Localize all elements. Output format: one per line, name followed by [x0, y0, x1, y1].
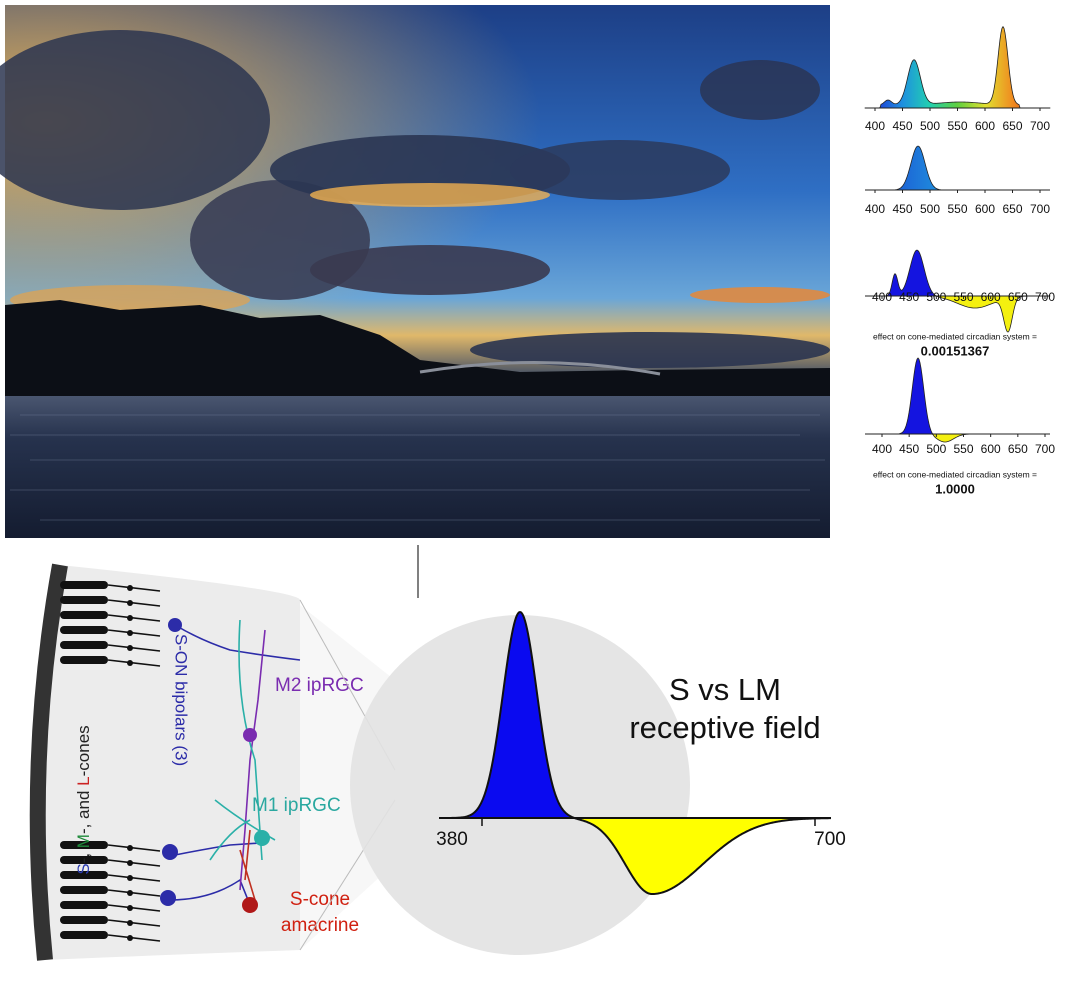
x-tick-label: 600	[981, 442, 1001, 456]
x-tick-label: 400	[865, 119, 885, 133]
x-tick-label: 600	[981, 290, 1001, 304]
cone-axon	[107, 919, 161, 927]
spectra-panels: 400 450 500 550 600 650 700 400 450 500 550 600 650 7…	[865, 25, 1055, 496]
cone	[60, 856, 108, 864]
spectrum-negative	[865, 433, 1050, 443]
cone-axon	[107, 659, 161, 667]
cone	[60, 641, 108, 649]
x-tick-label: 500	[926, 442, 946, 456]
x-tick-label: 700	[1035, 442, 1055, 456]
x-tick-label: 700	[1035, 290, 1055, 304]
x-tick-label: 550	[953, 442, 973, 456]
x-tick-label: 700	[1030, 202, 1050, 216]
cone-terminal	[127, 845, 133, 851]
cone	[60, 611, 108, 619]
x-tick-label: 650	[1008, 442, 1028, 456]
x-tick-label: 500	[920, 202, 940, 216]
amacrine-label: amacrine	[281, 915, 359, 936]
x-tick-label: 400	[865, 202, 885, 216]
cone-terminal	[127, 630, 133, 636]
cone	[60, 916, 108, 924]
bipolars-label: S-ON bipolars (3)	[172, 634, 191, 766]
x-tick-label: 650	[1002, 119, 1022, 133]
cone-axon	[107, 859, 161, 867]
spectrum-positive	[865, 25, 1050, 109]
cone-terminal	[127, 615, 133, 621]
x-tick-label: 380	[436, 829, 468, 850]
cone	[60, 596, 108, 604]
amacrine-label: S-cone	[290, 889, 350, 910]
rf-title: receptive field	[629, 710, 820, 745]
cones-label-part: -,	[74, 848, 93, 863]
spectrum-positive	[865, 357, 1050, 435]
rf-title: S vs LM	[669, 672, 781, 707]
result: 1.0000	[935, 481, 975, 496]
x-tick-label: 550	[947, 119, 967, 133]
cone-terminal	[127, 890, 133, 896]
cone	[60, 871, 108, 879]
receptive-field-chart: S vs LM receptive field 380 700	[350, 610, 846, 955]
m2-label: M2 ipRGC	[275, 675, 364, 696]
cone-axon	[107, 844, 161, 852]
m1-label: M1 ipRGC	[252, 795, 341, 816]
cones-label-part: -cones	[74, 725, 93, 776]
x-tick-label: 650	[1008, 290, 1028, 304]
result: 0.00151367	[921, 343, 990, 358]
cone-terminal	[127, 920, 133, 926]
caption: effect on cone-mediated circadian system…	[873, 331, 1037, 341]
cone-axon	[107, 599, 161, 607]
x-tick-label: 550	[947, 202, 967, 216]
cone-terminal	[127, 645, 133, 651]
cone-axon	[107, 629, 161, 637]
x-tick-label: 500	[926, 290, 946, 304]
x-tick-label: 400	[872, 442, 892, 456]
x-tick-label: 400	[872, 290, 892, 304]
cones-label: S-, M-, and L-cones	[74, 725, 93, 874]
spectrum-positive	[865, 145, 1050, 191]
cone	[60, 841, 108, 849]
cone-terminal	[127, 935, 133, 941]
cones-label-part: -, and	[74, 786, 93, 834]
x-tick-label: 450	[892, 202, 912, 216]
cone	[60, 626, 108, 634]
cones-label-part: S	[74, 863, 93, 874]
x-tick-label: 600	[975, 202, 995, 216]
x-tick-label: 700	[814, 829, 846, 850]
x-tick-label: 450	[899, 442, 919, 456]
cone-axon	[107, 889, 161, 897]
retina-diagram: S-, M-, and L-cones S-ON bipolars (3) M2…	[29, 563, 420, 961]
cone	[60, 931, 108, 939]
cone-axon	[107, 614, 161, 622]
cone-axon	[107, 584, 161, 592]
cone	[60, 901, 108, 909]
cones-label-part: L	[74, 776, 93, 785]
cone-axon	[107, 874, 161, 882]
x-tick-label: 550	[953, 290, 973, 304]
cone-terminal	[127, 875, 133, 881]
cone-terminal	[127, 660, 133, 666]
cone-terminal	[127, 585, 133, 591]
cone-terminal	[127, 905, 133, 911]
x-tick-label: 700	[1030, 119, 1050, 133]
x-tick-label: 600	[975, 119, 995, 133]
cone-terminal	[127, 600, 133, 606]
cone-terminal	[127, 860, 133, 866]
photo	[0, 5, 830, 538]
cone-axon	[107, 904, 161, 912]
cone	[60, 581, 108, 589]
cone-axon	[107, 934, 161, 942]
cone	[60, 886, 108, 894]
x-tick-label: 650	[1002, 202, 1022, 216]
x-tick-label: 500	[920, 119, 940, 133]
cones-label-part: M	[74, 834, 93, 848]
x-tick-label: 450	[892, 119, 912, 133]
spectrum-positive	[865, 249, 1050, 297]
x-tick-label: 450	[899, 290, 919, 304]
caption: effect on cone-mediated circadian system…	[873, 469, 1037, 479]
cone	[60, 656, 108, 664]
cone-axon	[107, 644, 161, 652]
